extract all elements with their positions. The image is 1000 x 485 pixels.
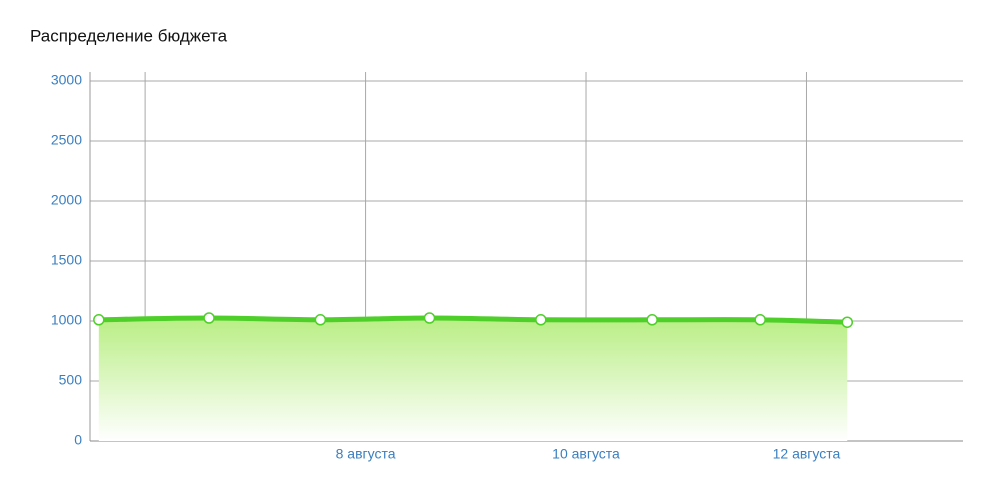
point <box>203 312 215 324</box>
point <box>93 314 105 326</box>
point <box>754 314 766 326</box>
x-tick-label: 10 августа <box>552 446 620 462</box>
y-tick-label: 2500 <box>51 132 82 148</box>
y-tick-label: 1000 <box>51 312 82 328</box>
point <box>314 314 327 326</box>
x-tick-label: 8 августа <box>336 446 396 462</box>
y-tick-label: 500 <box>59 372 83 388</box>
chart-title: Распределение бюджета <box>30 26 228 45</box>
point <box>535 314 547 326</box>
line <box>96 315 850 325</box>
y-tick-label: 1500 <box>51 252 82 268</box>
area-fill <box>98 318 848 441</box>
y-tick-label: 3000 <box>51 72 82 88</box>
x-tick-label: 12 августа <box>773 446 841 462</box>
y-tick-label: 0 <box>74 432 82 448</box>
point <box>423 312 436 324</box>
point <box>841 316 854 328</box>
y-tick-label: 2000 <box>51 192 82 208</box>
point <box>646 314 658 326</box>
